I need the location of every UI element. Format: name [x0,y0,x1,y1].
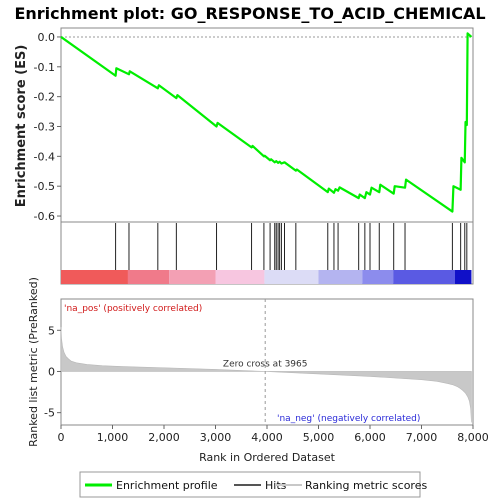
es-ytick-label: 0.0 [38,31,56,44]
es-ytick-label: -0.5 [34,180,55,193]
enrichment-profile-series [60,32,473,213]
ranking-metric-scores-series [60,326,472,423]
color-bar-segment [61,270,128,284]
chart-title: Enrichment plot: GO_RESPONSE_TO_ACID_CHE… [14,4,485,23]
rank-ytick-label: 5 [48,324,55,337]
zero-cross-label: Zero cross at 3965 [223,359,308,369]
hits-series [115,223,468,270]
x-tick-label: 2,000 [148,431,180,444]
legend-ranking-metric-label: Ranking metric scores [305,479,427,492]
x-tick-label: 0 [58,431,65,444]
x-axis-label: Rank in Ordered Dataset [199,451,336,464]
color-bar-segment [127,270,170,284]
es-panel-frame [60,27,474,223]
ranking-color-bar [61,270,472,284]
positive-correlation-label: 'na_pos' (positively correlated) [64,304,202,314]
ranking-metric-area [60,326,472,423]
es-ytick-label: -0.4 [34,150,55,163]
x-tick-label: 3,000 [200,431,232,444]
rank-panel-ylabel: Ranked list metric (PreRanked) [27,277,40,447]
es-ytick-label: -0.3 [34,120,55,133]
x-tick-label: 1,000 [97,431,129,444]
color-bar-segment [318,270,363,284]
color-bar-segment [264,270,319,284]
x-tick-label: 6,000 [354,431,386,444]
x-axis: 0 1,000 2,000 3,000 4,000 5,000 6,000 7,000 8,00… [58,425,489,444]
color-bar-segment [454,270,472,284]
color-bar-segment [215,270,265,284]
es-ytick-label: -0.6 [34,210,55,223]
rank-ytick-label: 0 [48,365,55,378]
x-tick-label: 7,000 [406,431,438,444]
rank-panel-frame [60,298,474,426]
legend-enrichment-profile-label: Enrichment profile [116,479,218,492]
x-tick-label: 4,000 [251,431,283,444]
es-ytick-label: -0.1 [34,61,55,74]
es-panel-ylabel: Enrichment score (ES) [14,45,29,208]
x-tick-label: 8,000 [457,431,489,444]
color-bar-segment [393,270,455,284]
negative-correlation-label: 'na_neg' (negatively correlated) [277,414,420,424]
rank-panel-ticks: 5 0 -5 [44,324,61,420]
es-ytick-label: -0.2 [34,91,55,104]
enrichment-profile-line [60,32,473,213]
color-bar-segment [362,270,394,284]
rank-ytick-label: -5 [44,407,55,420]
es-panel-ticks: 0.0 -0.1 -0.2 -0.3 -0.4 -0.5 -0.6 [34,31,473,223]
x-tick-label: 5,000 [303,431,335,444]
color-bar-segment [169,270,216,284]
